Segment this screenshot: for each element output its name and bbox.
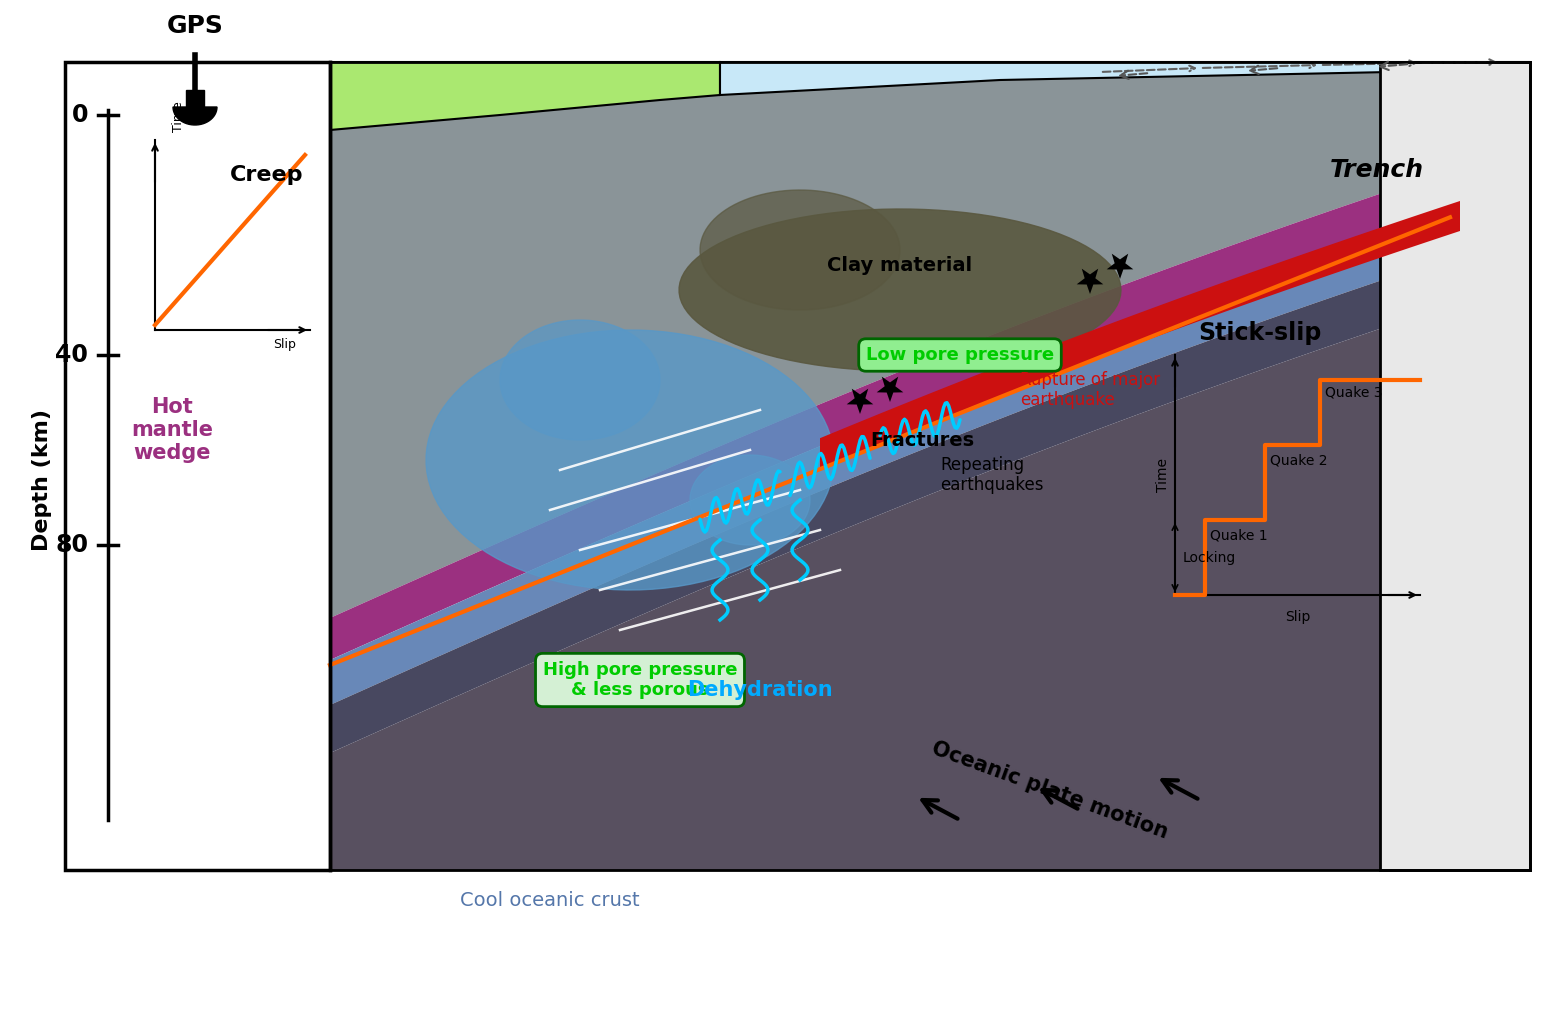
Text: Depth (km): Depth (km) <box>32 409 53 551</box>
Text: Fractures: Fractures <box>870 430 975 450</box>
Polygon shape <box>65 62 331 870</box>
Text: Slip: Slip <box>1285 610 1310 624</box>
Text: Stick-slip: Stick-slip <box>1199 321 1321 345</box>
Text: 40: 40 <box>56 343 88 367</box>
Text: Quake 1: Quake 1 <box>1210 528 1267 542</box>
Text: Repeating
earthquakes: Repeating earthquakes <box>939 456 1043 494</box>
Polygon shape <box>820 201 1460 468</box>
Polygon shape <box>331 161 1480 660</box>
Text: Clay material: Clay material <box>828 255 972 275</box>
Polygon shape <box>847 388 873 414</box>
Text: Trench: Trench <box>1330 158 1424 182</box>
Text: Quake 2: Quake 2 <box>1270 453 1327 467</box>
Text: Oceanic plate motion: Oceanic plate motion <box>929 738 1171 842</box>
Text: Rupture of major
earthquake: Rupture of major earthquake <box>1020 370 1160 410</box>
Polygon shape <box>331 62 1390 130</box>
Text: Creep: Creep <box>230 165 303 185</box>
Bar <box>185 89 204 108</box>
Text: Dehydration: Dehydration <box>688 680 833 700</box>
Polygon shape <box>331 295 1480 870</box>
Text: Slip: Slip <box>273 338 297 351</box>
Text: 80: 80 <box>56 533 88 557</box>
Text: Quake 3: Quake 3 <box>1326 385 1383 399</box>
Text: Cool oceanic crust: Cool oceanic crust <box>460 891 640 909</box>
Polygon shape <box>173 107 216 125</box>
Polygon shape <box>331 62 720 130</box>
Polygon shape <box>1077 268 1103 294</box>
Polygon shape <box>331 62 1480 618</box>
Polygon shape <box>700 190 901 310</box>
Polygon shape <box>691 455 810 545</box>
Text: Low pore pressure: Low pore pressure <box>865 346 1054 364</box>
Text: 0: 0 <box>71 103 88 127</box>
Polygon shape <box>876 376 904 402</box>
Polygon shape <box>1106 253 1134 279</box>
Text: Time: Time <box>1156 458 1170 492</box>
Polygon shape <box>680 210 1122 371</box>
Text: Locking: Locking <box>1183 550 1236 564</box>
Text: Time: Time <box>171 102 185 132</box>
Text: High pore pressure
& less porous: High pore pressure & less porous <box>542 661 737 700</box>
Polygon shape <box>331 247 1480 753</box>
Text: GPS: GPS <box>167 14 224 38</box>
Text: Hot
mantle
wedge: Hot mantle wedge <box>131 397 213 463</box>
Polygon shape <box>331 202 1480 705</box>
Polygon shape <box>426 330 834 590</box>
Polygon shape <box>501 320 660 440</box>
Polygon shape <box>720 62 1530 95</box>
Polygon shape <box>1380 62 1530 870</box>
